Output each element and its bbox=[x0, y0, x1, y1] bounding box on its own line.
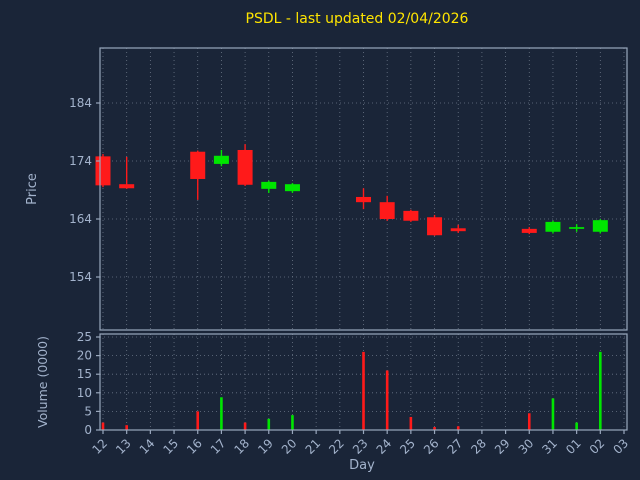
candle-body bbox=[521, 228, 537, 233]
price-axis-label: Price bbox=[25, 173, 40, 205]
x-tick-label: 17 bbox=[208, 436, 229, 457]
candle-body bbox=[284, 184, 300, 192]
candle-body bbox=[379, 202, 395, 219]
volume-bar-23 bbox=[362, 351, 365, 430]
x-tick-label: 30 bbox=[516, 436, 537, 457]
volume-bar-30 bbox=[527, 413, 531, 430]
x-tick-label: 14 bbox=[137, 436, 158, 457]
candle-26 bbox=[427, 214, 443, 236]
volume-bar-27 bbox=[456, 426, 460, 430]
x-tick-label: 28 bbox=[468, 436, 489, 457]
x-tick-label: 25 bbox=[397, 436, 418, 457]
x-tick-label: 03 bbox=[610, 436, 631, 457]
volume-bar-13 bbox=[125, 425, 128, 430]
candle-30 bbox=[521, 227, 537, 235]
x-tick-label: 16 bbox=[184, 436, 205, 457]
volume-bar-01 bbox=[575, 422, 578, 430]
x-axis-label: Day bbox=[349, 458, 375, 473]
volume-tick-label: 20 bbox=[77, 349, 92, 363]
volume-bar-02 bbox=[599, 351, 602, 430]
candle-16 bbox=[190, 150, 206, 200]
series-layer bbox=[95, 144, 608, 430]
volume-tick-label: 10 bbox=[77, 386, 92, 400]
candle-12 bbox=[95, 154, 111, 188]
volume-bar-20 bbox=[291, 415, 294, 430]
candle-24 bbox=[379, 195, 395, 221]
price-tick-label: 174 bbox=[69, 154, 92, 168]
volume-bar-19 bbox=[267, 418, 271, 430]
candle-18 bbox=[237, 144, 253, 186]
candle-19 bbox=[261, 180, 277, 193]
candle-body bbox=[119, 184, 135, 189]
price-tick-label: 164 bbox=[69, 212, 92, 226]
volume-axis-label: Volume (0000) bbox=[35, 336, 50, 428]
x-tick-label: 12 bbox=[89, 436, 110, 457]
candle-01 bbox=[569, 224, 585, 232]
x-tick-label: 01 bbox=[563, 436, 584, 457]
price-tick-label: 154 bbox=[69, 270, 92, 284]
x-tick-label: 18 bbox=[232, 436, 253, 457]
candle-body bbox=[356, 196, 371, 203]
x-tick-label: 21 bbox=[303, 436, 324, 457]
candle-31 bbox=[545, 220, 561, 234]
candle-13 bbox=[119, 156, 135, 189]
volume-bar-18 bbox=[243, 422, 247, 430]
volume-tick-label: 5 bbox=[84, 404, 92, 418]
candle-body bbox=[450, 228, 466, 232]
volume-bar-16 bbox=[196, 411, 200, 430]
x-tick-label: 20 bbox=[279, 436, 300, 457]
volume-bar-17 bbox=[220, 397, 223, 430]
x-tick-label: 15 bbox=[160, 436, 181, 457]
candle-body bbox=[545, 221, 561, 232]
candle-17 bbox=[213, 149, 229, 167]
x-tick-label: 13 bbox=[113, 436, 134, 457]
candle-body bbox=[592, 220, 608, 232]
x-tick-label: 19 bbox=[255, 436, 276, 457]
x-tick-label: 23 bbox=[350, 436, 371, 457]
x-tick-label: 26 bbox=[421, 436, 442, 457]
x-tick-label: 24 bbox=[374, 436, 395, 457]
price-tick-label: 184 bbox=[69, 96, 92, 110]
volume-bar-31 bbox=[551, 398, 555, 430]
candle-body bbox=[403, 210, 419, 221]
volume-bar-26 bbox=[433, 427, 436, 430]
candle-02 bbox=[592, 219, 608, 234]
candle-25 bbox=[403, 209, 419, 222]
volume-tick-label: 15 bbox=[77, 367, 92, 381]
x-tick-label: 22 bbox=[326, 436, 347, 457]
candle-body bbox=[213, 155, 229, 164]
volume-tick-label: 25 bbox=[77, 330, 92, 344]
candle-body bbox=[569, 227, 585, 229]
candle-body bbox=[261, 181, 277, 189]
volume-tick-label: 0 bbox=[84, 423, 92, 437]
candle-body bbox=[190, 151, 206, 179]
candle-27 bbox=[450, 224, 466, 233]
candle-body bbox=[95, 156, 111, 186]
x-tick-label: 27 bbox=[445, 436, 466, 457]
volume-bar-12 bbox=[101, 422, 105, 430]
x-tick-label: 29 bbox=[492, 436, 513, 457]
x-tick-label: 02 bbox=[587, 436, 608, 457]
candle-20 bbox=[284, 183, 300, 193]
candle-23 bbox=[356, 188, 371, 210]
volume-bar-24 bbox=[385, 370, 389, 430]
candle-body bbox=[427, 217, 443, 236]
x-tick-label: 31 bbox=[539, 436, 560, 457]
chart-title: PSDL - last updated 02/04/2026 bbox=[246, 11, 469, 27]
volume-bar-25 bbox=[409, 416, 413, 430]
candle-body bbox=[237, 149, 253, 185]
